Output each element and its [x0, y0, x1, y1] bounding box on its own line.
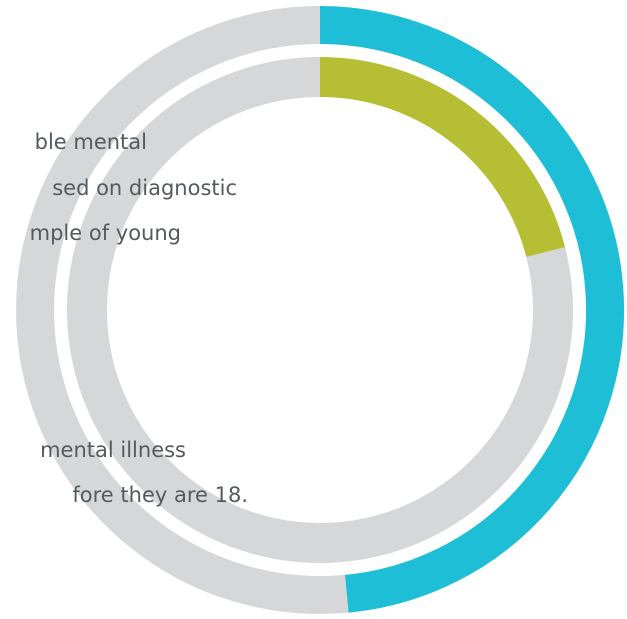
caption-line: fore they are 18. — [72, 483, 248, 507]
inner-ring-track-arc — [67, 57, 573, 563]
outer-ring-highlight-arc — [319, 6, 625, 613]
caption-line: mple of young — [29, 221, 181, 245]
caption-line: ble mental — [34, 130, 147, 154]
inner-ring-highlight-arc — [319, 57, 566, 258]
inner-ring — [67, 57, 573, 563]
caption-line: sed on diagnostic — [52, 176, 237, 200]
outer-ring — [16, 6, 625, 614]
outer-ring-track-arc — [16, 6, 349, 614]
caption-line: mental illness — [40, 438, 186, 462]
